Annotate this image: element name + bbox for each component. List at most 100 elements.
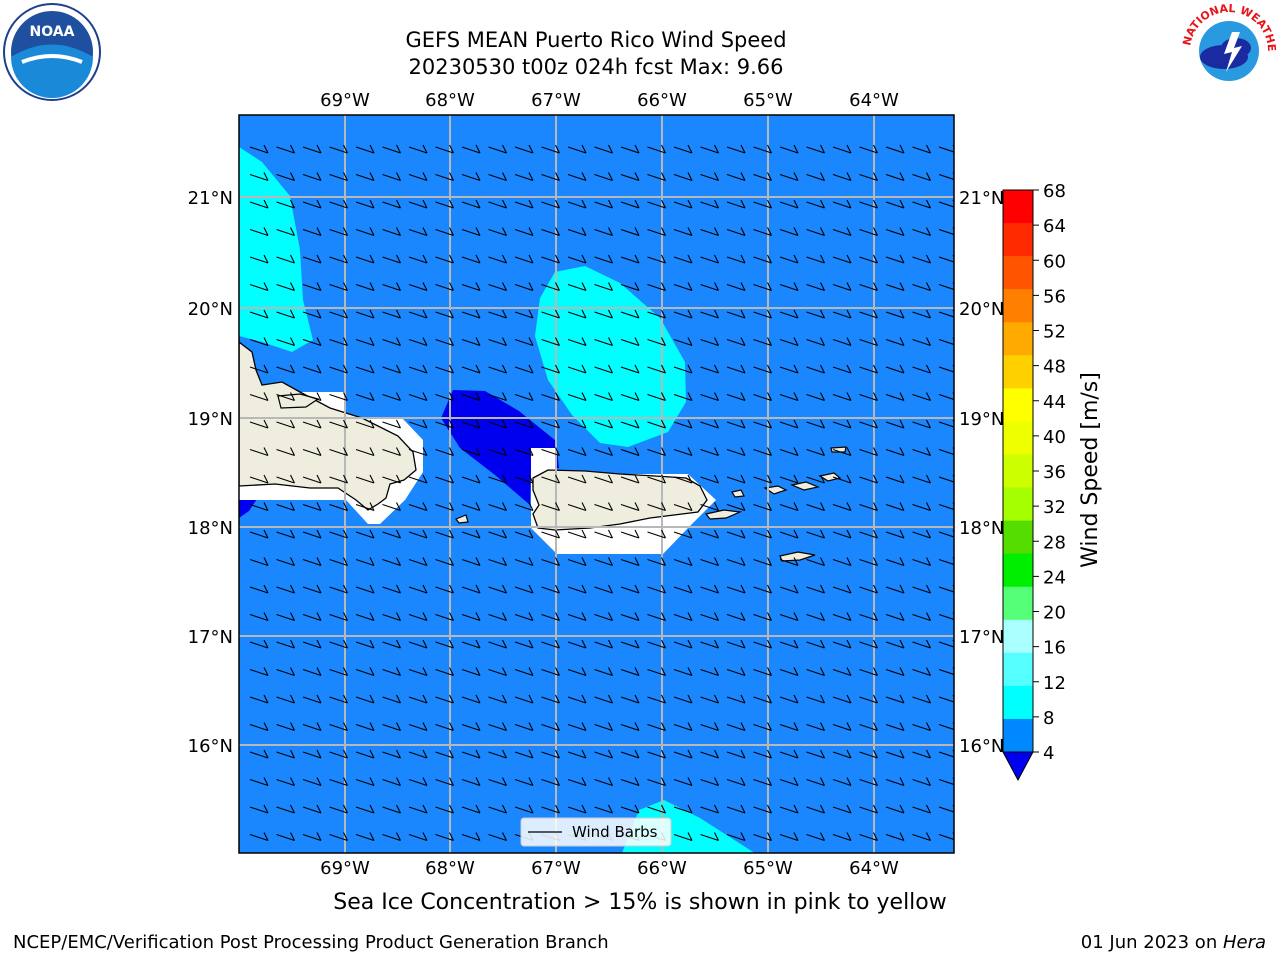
wind-barb bbox=[594, 199, 613, 209]
wind-barb bbox=[302, 584, 322, 594]
lon-label-bottom: 67°W bbox=[531, 858, 581, 879]
wind-barb bbox=[461, 667, 481, 677]
wind-barb bbox=[726, 254, 746, 264]
wind-barb bbox=[832, 337, 852, 347]
wind-barb bbox=[514, 777, 534, 787]
wind-barb bbox=[753, 694, 772, 704]
wind-barb bbox=[382, 337, 401, 347]
wind-barb bbox=[700, 667, 719, 677]
wind-barb bbox=[435, 474, 454, 484]
colorbar-cell bbox=[1003, 190, 1033, 224]
wind-barb bbox=[435, 529, 454, 539]
wind-barb bbox=[859, 447, 878, 457]
wind-barb bbox=[726, 557, 746, 567]
wind-barb bbox=[594, 777, 613, 787]
wind-barb bbox=[276, 777, 295, 787]
wind-barb bbox=[435, 777, 454, 787]
colorbar-cell bbox=[1003, 619, 1033, 654]
wind-barb bbox=[700, 392, 719, 402]
wind-barb bbox=[249, 172, 269, 182]
wind-barb bbox=[329, 584, 348, 594]
wind-barb bbox=[779, 199, 799, 209]
wind-barb bbox=[488, 557, 507, 567]
wind-barb bbox=[249, 722, 269, 732]
wind-barb bbox=[567, 777, 587, 787]
wind-barb bbox=[753, 557, 772, 567]
wind-barb bbox=[435, 254, 454, 264]
wind-barb bbox=[594, 419, 613, 429]
wind-barb bbox=[329, 227, 348, 237]
lat-label-left: 17°N bbox=[188, 627, 233, 648]
wind-barb bbox=[700, 612, 719, 622]
wind-barb bbox=[408, 364, 428, 374]
wind-barb bbox=[276, 419, 295, 429]
wind-barb bbox=[753, 804, 772, 814]
wind-barb bbox=[541, 584, 560, 594]
wind-barb bbox=[276, 309, 295, 319]
wind-barb bbox=[859, 749, 878, 759]
wind-barb bbox=[885, 584, 905, 594]
chart-subtitle: 20230530 t00z 024h fcst Max: 9.66 bbox=[408, 55, 784, 79]
wind-barb bbox=[488, 309, 507, 319]
wind-barb bbox=[753, 199, 772, 209]
wind-barb bbox=[514, 282, 534, 292]
wind-barb bbox=[435, 309, 454, 319]
wind-barb bbox=[514, 144, 534, 154]
wind-barb bbox=[302, 199, 322, 209]
wind-barb bbox=[700, 502, 719, 512]
wind-barb bbox=[249, 309, 269, 319]
wind-barb bbox=[859, 529, 878, 539]
wind-barb bbox=[329, 172, 348, 182]
wind-barb bbox=[594, 667, 613, 677]
wind-barb bbox=[753, 447, 772, 457]
wind-barb bbox=[355, 447, 375, 457]
wind-barb bbox=[726, 694, 746, 704]
wind-barb bbox=[435, 832, 454, 842]
wind-barb bbox=[806, 364, 825, 374]
wind-barb bbox=[779, 667, 799, 677]
wind-barb bbox=[302, 392, 322, 402]
wind-barb bbox=[276, 392, 295, 402]
wind-barb bbox=[726, 144, 746, 154]
wind-barbs bbox=[249, 144, 954, 842]
wind-barb bbox=[567, 557, 587, 567]
colorbar-under-triangle bbox=[1002, 751, 1034, 782]
wind-barb bbox=[276, 502, 295, 512]
wind-barb bbox=[647, 804, 666, 814]
wind-barb bbox=[488, 199, 507, 209]
wind-barb bbox=[435, 337, 454, 347]
wind-barb bbox=[594, 337, 613, 347]
wind-barb bbox=[541, 722, 560, 732]
wind-barb bbox=[567, 227, 587, 237]
legend-label: Wind Barbs bbox=[572, 823, 658, 841]
footer-branch: NCEP/EMC/Verification Post Processing Pr… bbox=[13, 932, 609, 953]
wind-barb bbox=[594, 694, 613, 704]
wind-barb bbox=[329, 254, 348, 264]
wind-barb bbox=[673, 282, 693, 292]
wind-barb bbox=[329, 447, 348, 457]
wind-barb bbox=[488, 639, 507, 649]
wind-barb bbox=[329, 832, 348, 842]
wind-barb bbox=[355, 612, 375, 622]
wind-barb bbox=[541, 364, 560, 374]
wind-barb bbox=[408, 722, 428, 732]
wind-barb bbox=[514, 199, 534, 209]
wind-barb bbox=[594, 804, 613, 814]
wind-barb bbox=[541, 199, 560, 209]
wind-contour-west-edge bbox=[239, 496, 257, 518]
wind-barb bbox=[726, 172, 746, 182]
wind-barb bbox=[859, 364, 878, 374]
wind-barb bbox=[594, 639, 613, 649]
wind-barb bbox=[302, 639, 322, 649]
wind-barb bbox=[541, 749, 560, 759]
wind-barb bbox=[567, 502, 587, 512]
colorbar-tick-label: 52 bbox=[1043, 322, 1066, 343]
wind-barb bbox=[302, 337, 322, 347]
wind-barb bbox=[673, 804, 693, 814]
wind-barb bbox=[859, 667, 878, 677]
wind-barb bbox=[859, 199, 878, 209]
wind-barb bbox=[594, 612, 613, 622]
wind-barb bbox=[408, 254, 428, 264]
wind-barb bbox=[355, 722, 375, 732]
wind-barb bbox=[912, 392, 931, 402]
